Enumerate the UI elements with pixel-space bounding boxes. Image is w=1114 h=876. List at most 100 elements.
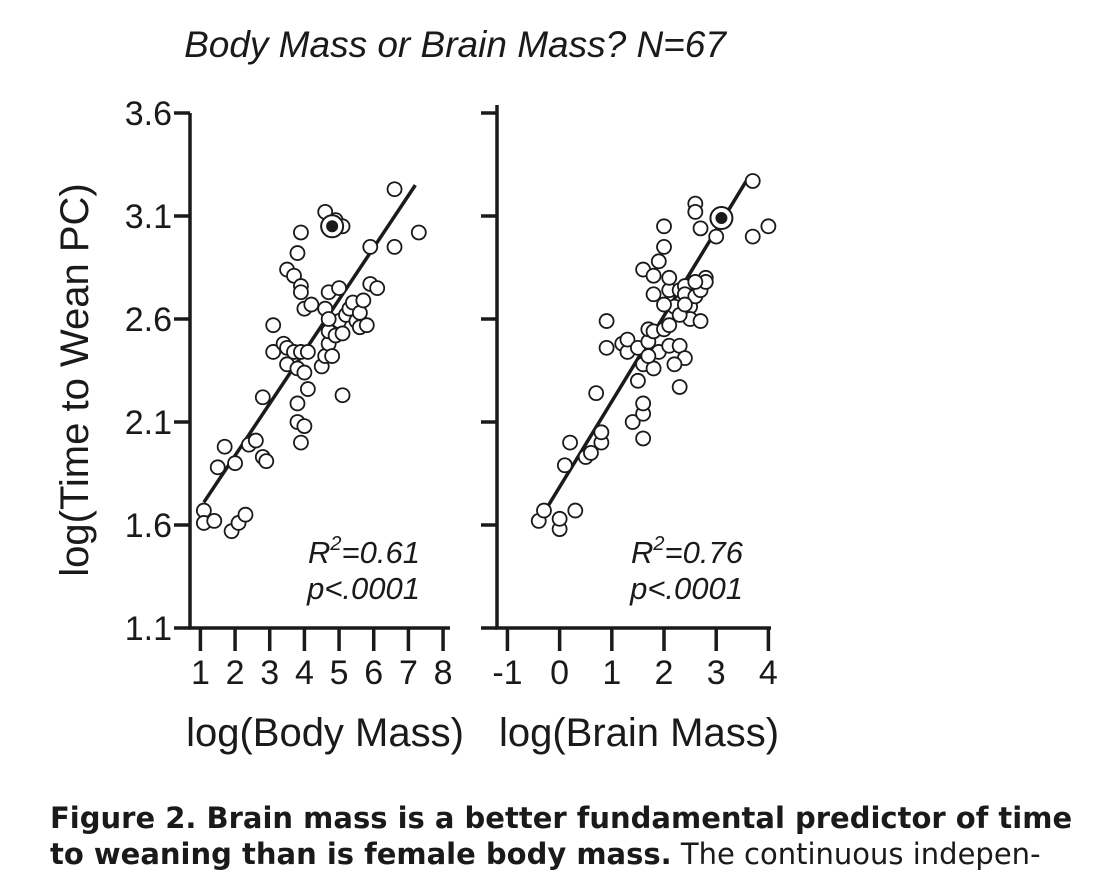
data-point xyxy=(676,296,693,313)
x-tick-label: 6 xyxy=(364,654,383,692)
x-tick-label: 8 xyxy=(434,654,453,692)
data-point xyxy=(551,510,568,527)
x-tick-label: -1 xyxy=(492,654,522,692)
data-point xyxy=(299,344,316,360)
data-point xyxy=(598,313,615,329)
data-point xyxy=(293,434,309,451)
data-point xyxy=(645,286,662,303)
data-point xyxy=(562,434,578,451)
y-axis-label: log(Time to Wean PC) xyxy=(53,183,97,576)
y-tick-label: 3.1 xyxy=(125,198,172,236)
data-point xyxy=(666,356,683,373)
data-point xyxy=(583,444,599,461)
caption-line-2: to weaning than is female body mass. The… xyxy=(50,836,1090,872)
x-tick-label: 1 xyxy=(602,654,621,692)
data-point xyxy=(640,348,657,364)
data-point xyxy=(708,228,725,245)
caption-title-cont: to weaning than is female body mass. xyxy=(50,837,672,871)
caption-text: The continuous indepen- xyxy=(671,837,1041,871)
data-point xyxy=(216,438,233,455)
data-point xyxy=(567,502,584,519)
data-point xyxy=(635,430,652,447)
data-point xyxy=(299,381,316,397)
y-tick-label: 1.6 xyxy=(125,507,172,545)
data-point xyxy=(687,203,704,220)
data-point xyxy=(656,218,672,235)
data-point xyxy=(536,502,552,519)
r-squared-label: R2=0.61 xyxy=(308,533,420,570)
data-point xyxy=(265,317,282,334)
data-point xyxy=(744,228,761,245)
data-point xyxy=(258,453,275,470)
y-tick-label: 1.1 xyxy=(125,610,172,648)
data-point xyxy=(293,224,309,241)
data-point xyxy=(289,395,306,412)
data-point xyxy=(661,317,678,334)
data-point xyxy=(692,313,709,329)
data-point xyxy=(334,325,351,342)
data-point xyxy=(355,292,372,309)
data-point xyxy=(296,364,313,381)
data-point xyxy=(386,181,403,198)
data-point xyxy=(630,372,646,389)
data-point xyxy=(671,379,688,395)
caption-title: Figure 2. Brain mass is a better fundame… xyxy=(50,801,1073,835)
caption-line-1: Figure 2. Brain mass is a better fundame… xyxy=(50,800,1090,836)
data-point xyxy=(687,274,704,290)
data-point xyxy=(624,414,641,430)
x-tick-label: 5 xyxy=(330,654,349,692)
data-point xyxy=(320,311,337,327)
figure-caption: Figure 2. Brain mass is a better fundame… xyxy=(50,800,1090,872)
x-tick-label: 3 xyxy=(707,654,726,692)
data-point xyxy=(656,238,672,255)
data-point xyxy=(209,459,226,476)
y-tick-label: 2.6 xyxy=(125,301,172,339)
x-axis-label: log(Brain Mass) xyxy=(499,711,779,755)
data-point xyxy=(247,432,264,449)
data-point xyxy=(635,395,652,412)
data-point xyxy=(289,245,306,261)
data-point xyxy=(598,339,615,356)
chart-title: Body Mass or Brain Mass? N=67 xyxy=(184,24,727,65)
data-point xyxy=(237,506,254,523)
p-value-label: p<.0001 xyxy=(629,571,743,606)
data-point xyxy=(369,280,386,297)
data-point xyxy=(692,220,709,237)
x-tick-label: 2 xyxy=(226,654,245,692)
y-tick-label: 3.6 xyxy=(125,95,172,133)
data-point xyxy=(656,296,672,313)
highlight-point xyxy=(715,212,728,225)
x-axis-label: log(Body Mass) xyxy=(186,711,464,755)
x-tick-label: 3 xyxy=(260,654,279,692)
data-point xyxy=(645,267,662,284)
data-point xyxy=(206,512,223,529)
x-tick-label: 7 xyxy=(399,654,418,692)
data-point xyxy=(265,344,282,360)
data-point xyxy=(760,218,777,235)
data-point xyxy=(362,238,379,255)
data-point xyxy=(331,280,347,297)
data-point xyxy=(293,284,309,301)
data-point xyxy=(744,173,761,189)
data-point xyxy=(324,348,341,364)
data-point xyxy=(358,317,375,334)
data-point xyxy=(303,296,320,313)
x-tick-label: 1 xyxy=(191,654,210,692)
x-tick-label: 0 xyxy=(550,654,569,692)
x-tick-label: 4 xyxy=(295,654,314,692)
p-value-label: p<.0001 xyxy=(306,571,420,606)
panel-brain-mass: -1 0 1 2 3 4 log(Brain Mass) R2=0.76p<.0001 xyxy=(481,105,779,755)
data-point xyxy=(593,424,610,441)
data-point xyxy=(334,387,351,404)
data-point xyxy=(296,418,313,435)
data-point xyxy=(619,331,636,348)
data-point xyxy=(254,389,271,406)
x-tick-label: 4 xyxy=(759,654,778,692)
panel-body-mass: 1.1 1.6 2.1 2.6 3.1 3.6 1 2 3 4 5 6 7 8 log(Body Mass)… xyxy=(125,95,464,755)
data-point xyxy=(588,385,605,402)
y-tick-label: 2.1 xyxy=(125,404,172,442)
figure: Body Mass or Brain Mass? N=67 log(Time t… xyxy=(53,24,779,755)
data-point xyxy=(661,269,678,286)
data-point xyxy=(386,238,403,255)
data-point xyxy=(410,224,427,241)
